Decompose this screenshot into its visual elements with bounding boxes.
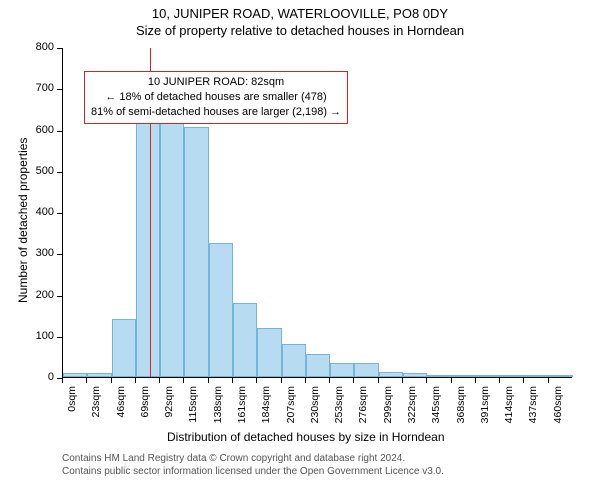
footer-line-2: Contains public sector information licen… [62, 465, 444, 478]
x-tick-label: 345sqm [430, 386, 442, 426]
x-tick-label: 322sqm [406, 386, 418, 426]
histogram-bar [112, 319, 136, 377]
x-tick-mark [256, 378, 257, 383]
chart-container: 10, JUNIPER ROAD, WATERLOOVILLE, PO8 0DY… [0, 0, 600, 500]
y-tick-mark [57, 296, 62, 297]
histogram-bar [379, 372, 403, 377]
x-tick-mark [499, 378, 500, 383]
x-tick-label: 46sqm [115, 386, 127, 426]
histogram-bar [403, 373, 427, 377]
histogram-bar [160, 119, 184, 377]
title-line-2: Size of property relative to detached ho… [0, 21, 600, 38]
histogram-bar [354, 363, 378, 377]
y-tick-mark [57, 172, 62, 173]
x-tick-label: 299sqm [382, 386, 394, 426]
x-tick-label: 92sqm [163, 386, 175, 426]
x-tick-mark [208, 378, 209, 383]
x-tick-label: 115sqm [187, 386, 199, 426]
x-tick-label: 460sqm [552, 386, 564, 426]
y-tick-label: 500 [26, 165, 54, 177]
y-tick-mark [57, 213, 62, 214]
y-tick-mark [57, 48, 62, 49]
x-tick-mark [111, 378, 112, 383]
y-tick-label: 800 [26, 41, 54, 53]
histogram-bar [282, 344, 306, 377]
y-tick-label: 0 [26, 371, 54, 383]
histogram-bar [306, 354, 330, 377]
annotation-line: 81% of semi-detached houses are larger (… [91, 105, 341, 120]
x-tick-mark [305, 378, 306, 383]
x-tick-mark [62, 378, 63, 383]
histogram-bar [257, 328, 281, 378]
y-axis-label: Number of detached properties [16, 138, 30, 303]
x-tick-mark [86, 378, 87, 383]
x-tick-label: 230sqm [309, 386, 321, 426]
x-tick-mark [159, 378, 160, 383]
x-tick-mark [523, 378, 524, 383]
y-tick-mark [57, 89, 62, 90]
histogram-bar [549, 375, 573, 377]
annotation-box: 10 JUNIPER ROAD: 82sqm← 18% of detached … [84, 71, 348, 124]
annotation-line: ← 18% of detached houses are smaller (47… [91, 90, 341, 105]
y-tick-label: 400 [26, 206, 54, 218]
x-tick-mark [378, 378, 379, 383]
x-tick-label: 0sqm [66, 386, 78, 426]
histogram-bar [63, 373, 87, 377]
x-tick-mark [281, 378, 282, 383]
x-tick-label: 184sqm [260, 386, 272, 426]
histogram-bar [87, 373, 111, 377]
histogram-bar [500, 375, 524, 377]
y-tick-label: 700 [26, 82, 54, 94]
y-tick-label: 100 [26, 330, 54, 342]
histogram-bar [330, 363, 354, 377]
title-line-1: 10, JUNIPER ROAD, WATERLOOVILLE, PO8 0DY [0, 0, 600, 21]
x-tick-mark [475, 378, 476, 383]
histogram-bar [233, 303, 257, 377]
histogram-bar [427, 375, 451, 377]
histogram-bar [476, 375, 500, 377]
y-tick-mark [57, 254, 62, 255]
x-tick-label: 69sqm [139, 386, 151, 426]
x-tick-mark [135, 378, 136, 383]
x-tick-mark [548, 378, 549, 383]
x-tick-label: 253sqm [333, 386, 345, 426]
x-tick-mark [232, 378, 233, 383]
y-tick-label: 600 [26, 124, 54, 136]
y-tick-mark [57, 337, 62, 338]
histogram-bar [209, 243, 233, 377]
y-tick-mark [57, 131, 62, 132]
x-axis-label: Distribution of detached houses by size … [167, 430, 445, 444]
footer-line-1: Contains HM Land Registry data © Crown c… [62, 452, 444, 465]
x-tick-label: 414sqm [503, 386, 515, 426]
footer-attribution: Contains HM Land Registry data © Crown c… [62, 452, 444, 478]
histogram-bar [136, 114, 160, 377]
x-tick-label: 276sqm [357, 386, 369, 426]
y-tick-label: 200 [26, 289, 54, 301]
x-tick-mark [353, 378, 354, 383]
x-tick-label: 437sqm [527, 386, 539, 426]
x-tick-mark [451, 378, 452, 383]
histogram-bar [184, 127, 208, 377]
x-tick-label: 23sqm [90, 386, 102, 426]
x-tick-mark [329, 378, 330, 383]
x-tick-mark [402, 378, 403, 383]
x-tick-mark [183, 378, 184, 383]
x-tick-label: 391sqm [479, 386, 491, 426]
x-tick-mark [426, 378, 427, 383]
x-tick-label: 207sqm [285, 386, 297, 426]
annotation-line: 10 JUNIPER ROAD: 82sqm [91, 75, 341, 90]
x-tick-label: 368sqm [455, 386, 467, 426]
histogram-bar [452, 375, 476, 377]
x-tick-label: 161sqm [236, 386, 248, 426]
histogram-bar [524, 375, 548, 377]
y-tick-label: 300 [26, 247, 54, 259]
x-tick-label: 138sqm [212, 386, 224, 426]
